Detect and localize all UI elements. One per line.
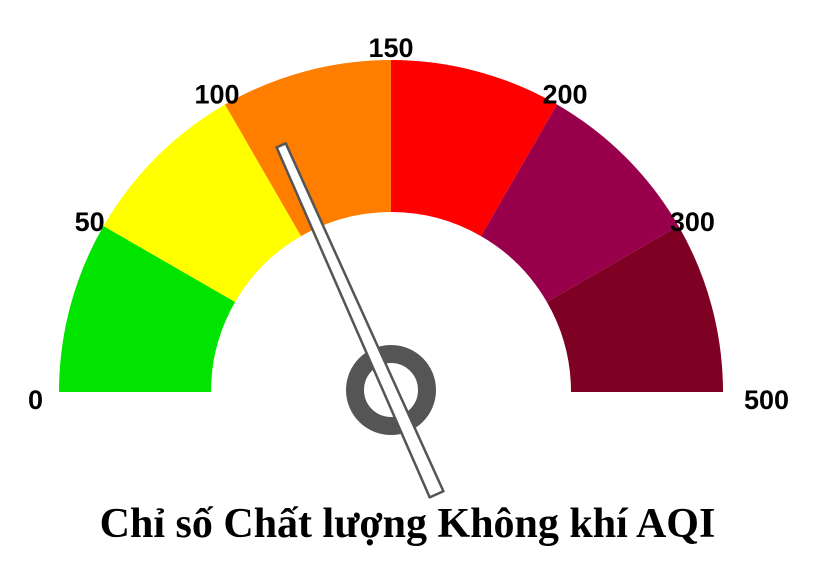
gauge-tick-labels: 0 50 100 150 200 300 500 — [28, 33, 789, 415]
tick-label-200: 200 — [542, 80, 587, 110]
gauge-band-1 — [59, 226, 236, 392]
tick-label-50: 50 — [75, 207, 105, 237]
gauge-bands — [59, 60, 723, 392]
tick-label-150: 150 — [368, 33, 413, 63]
tick-label-0: 0 — [28, 385, 43, 415]
tick-label-500: 500 — [744, 385, 789, 415]
gauge-title: Chỉ số Chất lượng Không khí AQI — [99, 501, 716, 547]
tick-label-300: 300 — [670, 207, 715, 237]
tick-label-100: 100 — [194, 80, 239, 110]
gauge-band-4 — [391, 60, 557, 237]
gauge-band-5 — [481, 104, 679, 302]
gauge-band-3 — [225, 60, 391, 237]
gauge-band-2 — [103, 104, 301, 302]
gauge-band-6 — [546, 226, 723, 392]
gauge-needle — [275, 142, 445, 499]
needle-hub — [346, 345, 436, 435]
